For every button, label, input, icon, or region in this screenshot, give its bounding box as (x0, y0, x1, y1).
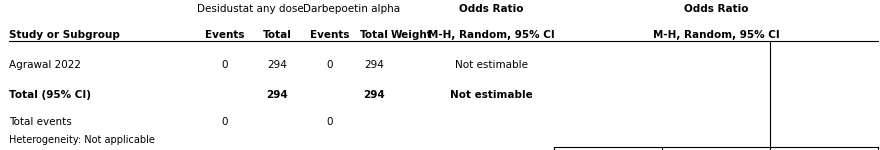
Text: M-H, Random, 95% CI: M-H, Random, 95% CI (653, 30, 780, 40)
Text: 294: 294 (267, 90, 288, 100)
Text: 0: 0 (221, 117, 228, 127)
Text: Heterogeneity: Not applicable: Heterogeneity: Not applicable (9, 135, 155, 145)
Text: Total: Total (360, 30, 388, 40)
Text: Total (95% CI): Total (95% CI) (9, 90, 91, 100)
Text: Not estimable: Not estimable (450, 90, 532, 100)
Text: 0: 0 (326, 117, 334, 127)
Text: Desidustat any dose: Desidustat any dose (197, 4, 304, 15)
Text: 0: 0 (221, 60, 228, 70)
Text: 294: 294 (268, 60, 287, 70)
Text: 294: 294 (363, 90, 385, 100)
Text: Total: Total (263, 30, 291, 40)
Text: Odds Ratio: Odds Ratio (684, 4, 749, 15)
Text: Total events: Total events (9, 117, 71, 127)
Text: Weight: Weight (391, 30, 433, 40)
Text: 0: 0 (326, 60, 334, 70)
Text: M-H, Random, 95% CI: M-H, Random, 95% CI (428, 30, 554, 40)
Text: Darbepoetin alpha: Darbepoetin alpha (304, 4, 400, 15)
Text: Odds Ratio: Odds Ratio (458, 4, 524, 15)
Text: 294: 294 (364, 60, 384, 70)
Text: Events: Events (205, 30, 244, 40)
Text: Study or Subgroup: Study or Subgroup (9, 30, 120, 40)
Text: Agrawal 2022: Agrawal 2022 (9, 60, 81, 70)
Text: Not estimable: Not estimable (455, 60, 527, 70)
Text: Events: Events (311, 30, 349, 40)
